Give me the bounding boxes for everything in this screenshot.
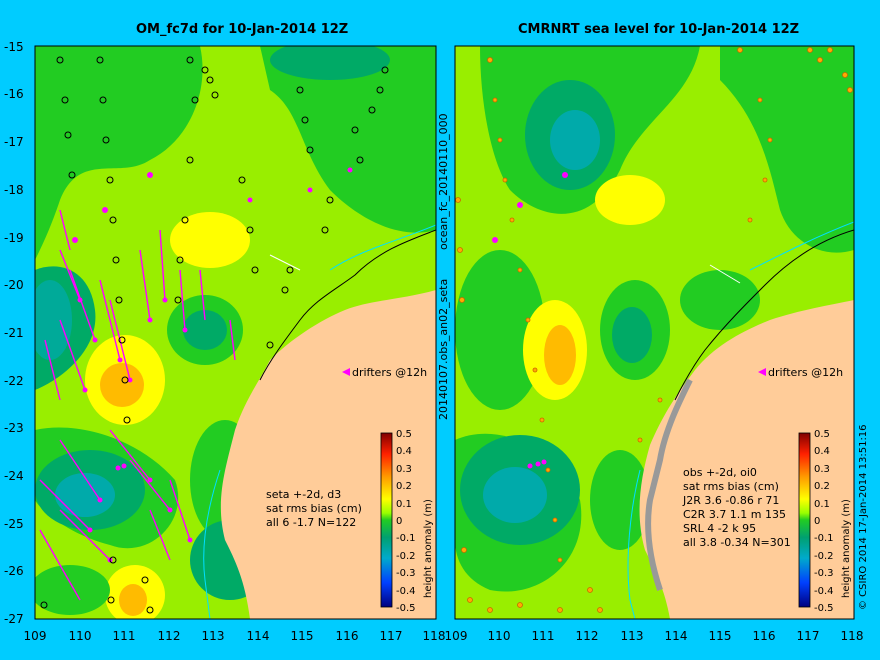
lat-tick-label: -21: [4, 326, 24, 340]
lat-tick-label: -22: [4, 374, 24, 388]
left-map: drifters @12h seta +-2d, d3 sat rms bias…: [34, 45, 437, 620]
right-stats-line: obs +-2d, oi0: [683, 466, 757, 479]
lon-tick-label: 118: [841, 629, 864, 643]
right-colorbar-label: height anomaly (m): [841, 499, 852, 598]
right-satellite-points: [455, 47, 853, 613]
colorbar-tick-label: 0.4: [396, 446, 412, 457]
right-colorbar: 0.5 0.4 0.3 0.2 0.1 0 -0.1 -0.2 -0.3 -0.…: [798, 429, 852, 614]
colorbar-tick-label: 0.3: [814, 464, 830, 475]
lon-tick-label: 115: [291, 629, 314, 643]
latitude-axis: -15 -16 -17 -18 -19 -20 -21 -22 -23 -24 …: [4, 40, 24, 626]
lon-tick-label: 112: [158, 629, 181, 643]
credit-label: © CSIRO 2014 17-Jan-2014 13:51:16: [858, 424, 869, 610]
colorbar-tick-label: -0.5: [396, 603, 416, 614]
lon-tick-label: 116: [753, 629, 776, 643]
lat-tick-label: -16: [4, 87, 24, 101]
lon-tick-label: 117: [797, 629, 820, 643]
colorbar-tick-label: -0.5: [814, 603, 834, 614]
lon-tick-label: 111: [532, 629, 555, 643]
left-drifter-tracks: [39, 209, 236, 601]
lon-tick-label: 118: [423, 629, 446, 643]
colorbar-tick-label: 0.1: [814, 499, 830, 510]
lat-tick-label: -27: [4, 612, 24, 626]
right-drifters-label: drifters @12h: [768, 366, 843, 379]
right-longitude-axis: 109 110 111 112 113 114 115 116 117 118: [445, 629, 864, 643]
left-colorbar-ticks: 0.5 0.4 0.3 0.2 0.1 0 -0.1 -0.2 -0.3 -0.…: [396, 429, 416, 614]
lon-tick-label: 117: [380, 629, 403, 643]
left-stats-line: all 6 -1.7 N=122: [266, 516, 356, 529]
lat-tick-label: -26: [4, 564, 24, 578]
right-stats-line: C2R 3.7 1.1 m 135: [683, 508, 786, 521]
right-colorbar-ticks: 0.5 0.4 0.3 0.2 0.1 0 -0.1 -0.2 -0.3 -0.…: [814, 429, 834, 614]
left-colorbar-label: height anomaly (m): [423, 499, 434, 598]
lon-tick-label: 112: [576, 629, 599, 643]
colorbar-tick-label: -0.3: [814, 568, 834, 579]
colorbar-tick-label: -0.2: [396, 551, 416, 562]
left-drifters-label: drifters @12h: [352, 366, 427, 379]
lon-tick-label: 115: [709, 629, 732, 643]
lat-tick-label: -25: [4, 517, 24, 531]
left-colorbar: 0.5 0.4 0.3 0.2 0.1 0 -0.1 -0.2 -0.3 -0.…: [380, 429, 434, 614]
lon-tick-label: 114: [247, 629, 270, 643]
right-sea-level-field: [455, 46, 854, 619]
left-map-title: OM_fc7d for 10-Jan-2014 12Z: [136, 22, 349, 37]
colorbar-tick-label: 0.4: [814, 446, 830, 457]
left-stats-line: seta +-2d, d3: [266, 488, 341, 501]
lat-tick-label: -23: [4, 421, 24, 435]
colorbar-tick-label: 0.1: [396, 499, 412, 510]
run-id-label: 20140107.obs_an02_seta: [437, 279, 450, 420]
lon-tick-label: 114: [665, 629, 688, 643]
right-map-title: CMRNRT sea level for 10-Jan-2014 12Z: [518, 22, 800, 37]
colorbar-tick-label: 0: [396, 516, 402, 527]
lon-tick-label: 109: [24, 629, 47, 643]
colorbar-tick-label: -0.2: [814, 551, 834, 562]
colorbar-tick-label: -0.4: [814, 586, 834, 597]
lon-tick-label: 113: [621, 629, 644, 643]
lon-tick-label: 110: [488, 629, 511, 643]
colorbar-tick-label: 0.5: [396, 429, 412, 440]
lon-tick-label: 113: [202, 629, 225, 643]
left-drifter-legend-marker: [342, 368, 350, 376]
colorbar-tick-label: -0.4: [396, 586, 416, 597]
colorbar-tick-label: 0.2: [396, 481, 412, 492]
lat-tick-label: -19: [4, 231, 24, 245]
right-drifter-legend-marker: [758, 368, 766, 376]
right-stats-line: SRL 4 -2 k 95: [683, 522, 756, 535]
left-stats-line: sat rms bias (cm): [266, 502, 362, 515]
colorbar-tick-label: -0.1: [814, 533, 834, 544]
lat-tick-label: -17: [4, 135, 24, 149]
forecast-id-label: ocean_fc_20140110_000: [437, 113, 450, 250]
colorbar-tick-label: -0.1: [396, 533, 416, 544]
right-stats-line: J2R 3.6 -0.86 r 71: [682, 494, 779, 507]
lat-tick-label: -15: [4, 40, 24, 54]
lon-tick-label: 111: [113, 629, 136, 643]
lat-tick-label: -18: [4, 183, 24, 197]
right-stats-line: all 3.8 -0.34 N=301: [683, 536, 791, 549]
right-map: drifters @12h obs +-2d, oi0 sat rms bias…: [454, 45, 855, 620]
left-sea-level-field: [35, 46, 436, 619]
colorbar-tick-label: 0.2: [814, 481, 830, 492]
lon-tick-label: 116: [336, 629, 359, 643]
left-longitude-axis: 109 110 111 112 113 114 115 116 117 118: [24, 629, 446, 643]
colorbar-tick-label: -0.3: [396, 568, 416, 579]
right-drifter-points: [492, 172, 568, 469]
lat-tick-label: -20: [4, 278, 24, 292]
lon-tick-label: 110: [69, 629, 92, 643]
colorbar-tick-label: 0: [814, 516, 820, 527]
colorbar-tick-label: 0.3: [396, 464, 412, 475]
left-drifter-points: [72, 167, 353, 563]
left-satellite-points: [40, 56, 389, 614]
lat-tick-label: -24: [4, 469, 24, 483]
right-stats-line: sat rms bias (cm): [683, 480, 779, 493]
colorbar-tick-label: 0.5: [814, 429, 830, 440]
lon-tick-label: 109: [445, 629, 468, 643]
